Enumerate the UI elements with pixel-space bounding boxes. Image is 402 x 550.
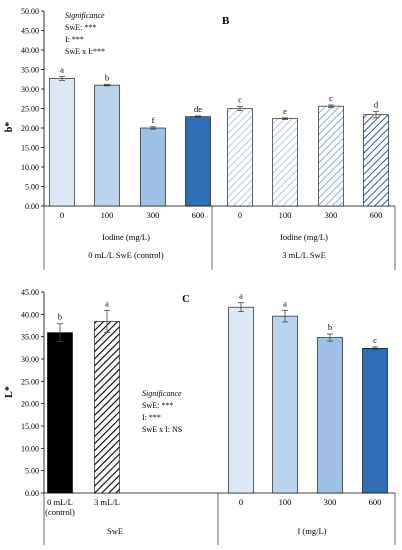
bar-b xyxy=(363,114,389,207)
y-tick-label-c: 15.00 xyxy=(21,422,39,431)
significance-line-c-3: SwE x I: NS xyxy=(142,425,182,434)
x-tick-label-b: 600 xyxy=(192,210,205,220)
x-tick-label-c: 0 mL/L xyxy=(47,497,73,507)
chart-marks: 0.00 5.00 10.00 15.00 20.00 25.00 30.00 35.00 40… xyxy=(21,7,396,545)
y-tick-label-b: 20.00 xyxy=(21,124,39,133)
x-tick-label-c: 100 xyxy=(279,497,292,507)
bar-c xyxy=(362,347,388,494)
significance-title-c: Significance xyxy=(142,389,182,398)
significance-letter-b: c xyxy=(238,95,242,105)
y-tick-label-b: 40.00 xyxy=(21,46,39,55)
y-tick-label-c: 25.00 xyxy=(21,377,39,386)
significance-letter-c: a xyxy=(283,298,287,308)
y-tick-label-c: 0.00 xyxy=(25,489,39,498)
x-tick-label-b: 100 xyxy=(279,210,292,220)
significance-letter-c: c xyxy=(373,335,377,345)
significance-letter-b: de xyxy=(194,104,202,114)
group-sub-b-1: Iodine (mg/L) xyxy=(102,232,150,242)
x-tick-label-c: 600 xyxy=(369,497,382,507)
y-tick-label-c: 10.00 xyxy=(21,444,39,453)
bar-b xyxy=(140,127,166,207)
y-tick-label-c: 45.00 xyxy=(21,288,39,297)
x-tick-label-c: (control) xyxy=(45,507,75,517)
x-tick-label-b: 300 xyxy=(147,210,160,220)
bar-b xyxy=(94,84,120,207)
significance-line-c-1: SwE: *** xyxy=(142,401,173,410)
x-tick-label-b: 0 xyxy=(238,210,242,220)
significance-letter-c: b xyxy=(328,322,332,332)
bar-c xyxy=(272,315,298,494)
bar-c xyxy=(47,332,73,494)
significance-letter-b: f xyxy=(152,115,155,125)
significance-line-b-1: SwE: *** xyxy=(65,23,96,32)
bar-b xyxy=(272,118,298,207)
significance-letter-c: a xyxy=(105,298,109,308)
panel-label-c: C xyxy=(182,293,190,305)
significance-letter-b: e xyxy=(283,106,287,116)
group-label-c-2: I (mg/L) xyxy=(297,526,326,536)
bar-b xyxy=(185,116,211,207)
x-tick-label-b: 0 xyxy=(60,210,64,220)
group-label-b-2: 3 mL/L SwE xyxy=(282,250,326,260)
bar-c xyxy=(317,337,343,494)
x-tick-label-c: 3 mL/L xyxy=(94,497,120,507)
y-tick-label-b: 45.00 xyxy=(21,27,39,36)
significance-line-b-3: SwE x I:*** xyxy=(65,47,105,56)
bar-c xyxy=(228,306,254,494)
y-tick-label-b: 0.00 xyxy=(25,202,39,211)
significance-title-b: Significance xyxy=(65,11,105,20)
y-tick-label-c: 30.00 xyxy=(21,355,39,364)
significance-letter-b: b xyxy=(105,72,109,82)
y-tick-label-b: 50.00 xyxy=(21,7,39,16)
significance-letter-c: b xyxy=(58,312,62,322)
x-tick-label-b: 100 xyxy=(101,210,114,220)
y-tick-label-c: 5.00 xyxy=(25,467,39,476)
y-tick-label-b: 15.00 xyxy=(21,144,39,153)
y-tick-label-b: 35.00 xyxy=(21,66,39,75)
x-tick-label-c: 0 xyxy=(239,497,243,507)
y-tick-label-b: 10.00 xyxy=(21,163,39,172)
significance-letter-b: d xyxy=(374,100,379,110)
panel-label-b: B xyxy=(222,15,230,27)
significance-letter-b: c xyxy=(329,93,333,103)
y-tick-label-b: 5.00 xyxy=(25,183,39,192)
x-tick-label-c: 300 xyxy=(324,497,337,507)
y-tick-label-c: 20.00 xyxy=(21,400,39,409)
group-label-c-1: SwE xyxy=(107,526,123,536)
bar-b xyxy=(49,78,75,207)
y-tick-label-c: 40.00 xyxy=(21,310,39,319)
bar-b xyxy=(227,108,253,207)
group-label-b-1: 0 mL/L SwE (control) xyxy=(88,250,164,260)
y-tick-label-b: 30.00 xyxy=(21,85,39,94)
y-tick-label-b: 25.00 xyxy=(21,105,39,114)
group-sub-b-2: Iodine (mg/L) xyxy=(280,232,328,242)
bar-b xyxy=(318,105,344,207)
significance-line-b-2: I: *** xyxy=(65,35,84,44)
x-tick-label-b: 600 xyxy=(370,210,383,220)
significance-letter-b: a xyxy=(60,65,64,75)
bar-c xyxy=(94,321,120,494)
y-axis-label-b: b* xyxy=(4,122,15,133)
x-tick-label-b: 300 xyxy=(325,210,338,220)
y-tick-label-c: 35.00 xyxy=(21,333,39,342)
significance-letter-c: a xyxy=(239,291,243,301)
y-axis-label-c: L* xyxy=(4,386,15,398)
significance-line-c-2: I: *** xyxy=(142,413,161,422)
